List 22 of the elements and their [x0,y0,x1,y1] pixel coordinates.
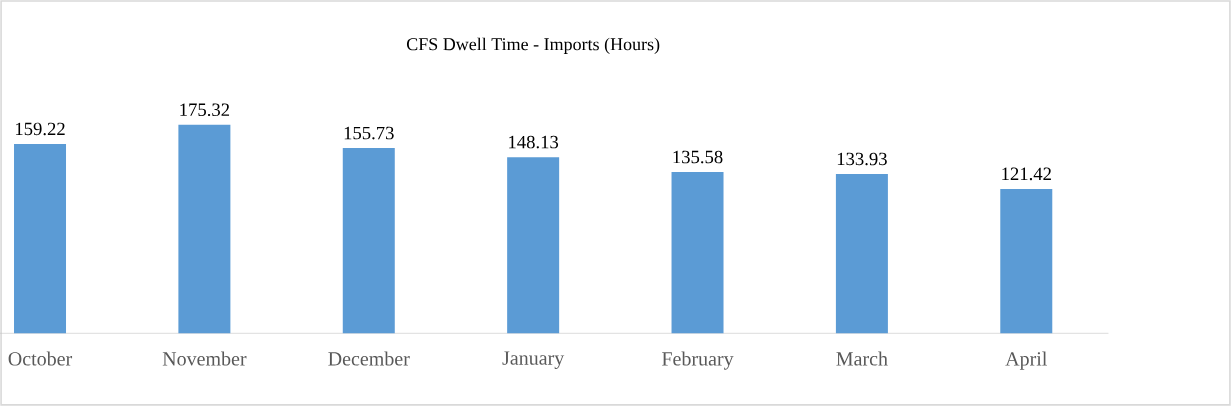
bar [1000,188,1053,334]
data-label: 175.32 [180,103,230,117]
x-tick-label: January [502,351,565,369]
x-tick-label: October [8,351,73,366]
bar [507,157,560,334]
x-tick-label: March [836,351,888,366]
chart-title: CFS Dwell Time - Imports (Hours) [406,37,660,54]
bar [835,174,888,334]
data-label: 135.58 [673,150,723,164]
data-label: 148.13 [509,135,559,149]
x-tick-label: February [662,351,734,370]
data-label: 159.22 [15,122,65,136]
data-label: 155.73 [344,126,394,140]
x-tick-label: December [328,351,410,366]
data-label: 121.42 [1002,167,1051,181]
bar [671,172,724,334]
bar [14,143,67,334]
x-tick-label: April [1005,351,1047,370]
bar [342,148,395,334]
bar [178,124,231,334]
data-label: 133.93 [837,152,887,166]
x-tick-label: November [162,351,247,366]
